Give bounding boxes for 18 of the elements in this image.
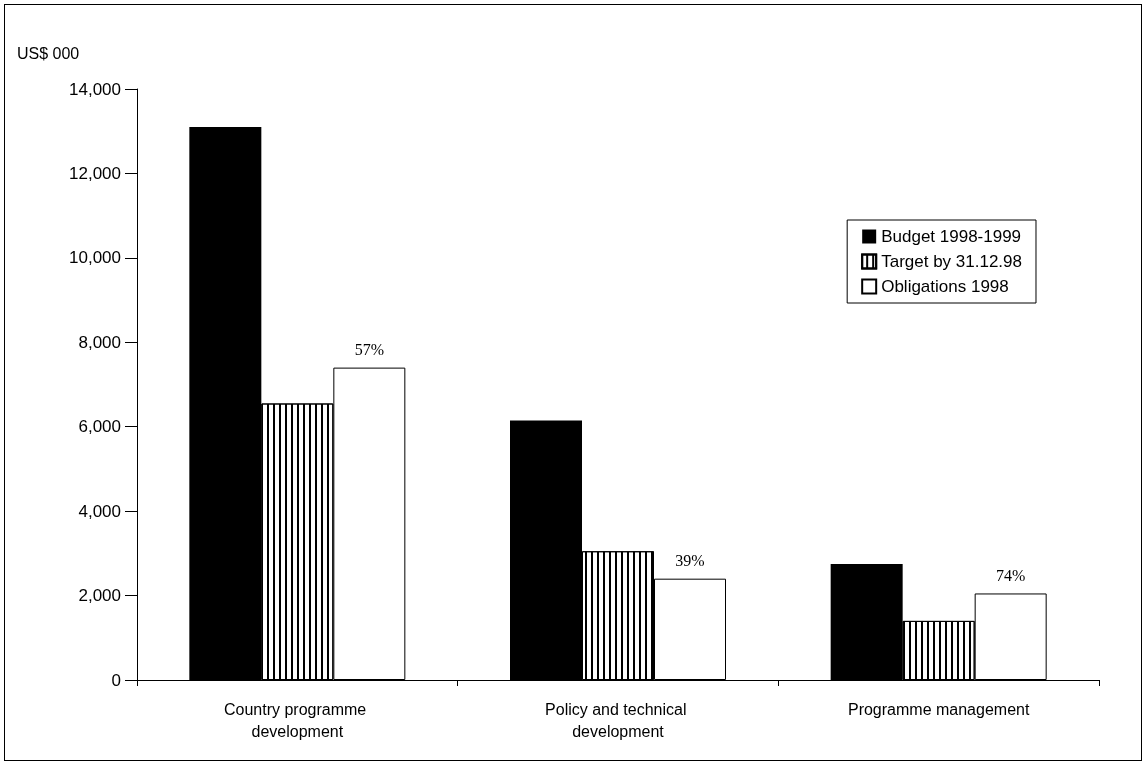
annotation: 74% (996, 566, 1026, 584)
y-tick-label: 0 (111, 670, 121, 690)
x-tick-label: Country programme development (223, 700, 371, 740)
legend-label: Budget 1998-1999 (881, 227, 1022, 246)
legend-label: Target by 31.12.98 (881, 252, 1023, 271)
y-tick-label: 14,000 (69, 79, 121, 99)
y-tick-label: 8,000 (78, 332, 121, 352)
legend-label: Obligations 1998 (881, 277, 1009, 296)
annotation: 39% (675, 552, 705, 570)
y-axis-title: US$ 000 (17, 44, 80, 62)
annotation: 57% (354, 341, 384, 359)
y-tick-label: 6,000 (78, 417, 121, 437)
y-tick-label: 4,000 (78, 501, 121, 521)
x-tick-label: Programme management (847, 700, 1030, 718)
y-tick-label: 10,000 (69, 248, 121, 268)
y-tick-label: 12,000 (69, 163, 121, 183)
x-tick-label: Policy and technical development (545, 700, 691, 740)
y-tick-label: 2,000 (78, 586, 121, 606)
